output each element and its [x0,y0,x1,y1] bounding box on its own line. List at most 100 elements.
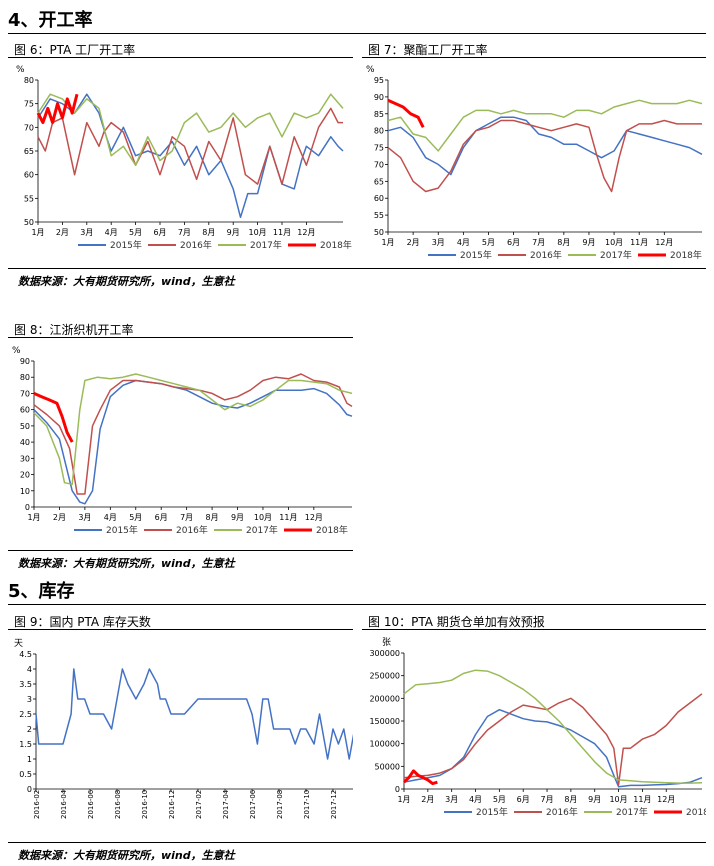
y-tick-label: 90 [20,357,30,366]
x-tick-label: 11月 [633,795,651,804]
y-unit-label: % [16,65,25,75]
divider [8,268,706,269]
divider [362,629,706,630]
legend-label-2017: 2017年 [246,524,278,536]
x-tick-label: 2月 [407,238,420,247]
y-tick-label: 250000 [369,672,400,681]
series-line-2017 [37,93,344,166]
y-tick-label: 55 [24,194,34,203]
y-tick-label: 0 [395,785,400,794]
y-tick-label: 60 [24,171,34,180]
x-tick-label: 4月 [104,513,117,522]
y-unit-label: 张 [382,637,391,648]
x-tick-label: 2016-12 [168,790,176,819]
x-tick-label: 6月 [507,238,520,247]
y-tick-label: 2 [27,725,32,734]
x-tick-label: 1月 [27,513,40,522]
y-tick-label: 75 [24,100,34,109]
y-tick-label: 50000 [375,762,400,771]
x-tick-label: 2016-08 [114,790,122,819]
source-note: 数据来源：大有期货研究所，wind，生意社 [18,557,235,570]
divider [8,57,353,58]
x-tick-label: 8月 [206,513,219,522]
x-tick-label: 12月 [655,238,673,247]
y-tick-label: 300000 [369,649,400,658]
x-tick-label: 12月 [657,795,675,804]
y-tick-label: 85 [374,110,384,119]
series-line-2018 [402,769,438,786]
y-tick-label: 1.5 [19,740,32,749]
x-tick-label: 2月 [421,795,434,804]
series-line-库存天数 [35,668,353,760]
series-line-2017 [33,373,353,486]
x-tick-label: 2017-12 [330,790,338,819]
x-tick-label: 2016-04 [60,789,68,819]
series-line-2018 [387,98,425,128]
series-line-2016 [403,693,703,786]
x-tick-label: 2月 [53,513,66,522]
legend-label-2016: 2016年 [530,249,562,261]
fig6-title: 图 6：PTA 工厂开工率 [14,43,136,57]
y-tick-label: 65 [374,177,384,186]
x-tick-label: 3月 [432,238,445,247]
y-tick-label: 80 [20,373,30,382]
y-tick-label: 55 [374,211,384,220]
y-tick-label: 4.5 [19,650,32,659]
legend-label-2018: 2018年 [316,524,348,536]
x-tick-label: 3月 [445,795,458,804]
x-tick-label: 8月 [564,795,577,804]
x-tick-label: 10月 [609,795,627,804]
x-tick-label: 2017-02 [195,790,203,819]
series-line-2016 [387,119,702,193]
y-tick-label: 80 [374,127,384,136]
legend-label-2018: 2018年 [320,239,352,251]
x-tick-label: 7月 [178,228,191,237]
x-tick-label: 2017-06 [249,789,257,819]
x-tick-label: 3月 [80,228,93,237]
x-tick-label: 6月 [517,795,530,804]
x-tick-label: 1月 [381,238,394,247]
y-tick-label: 150000 [369,717,400,726]
y-tick-label: 80 [24,76,34,85]
x-tick-label: 2017-04 [222,789,230,819]
y-tick-label: 3 [27,695,32,704]
x-tick-label: 2016-06 [87,789,95,819]
y-tick-label: 70 [24,123,34,132]
x-tick-label: 8月 [557,238,570,247]
legend-label-2018: 2018年 [670,249,702,261]
divider [8,337,353,338]
y-tick-label: 20 [20,471,30,480]
y-tick-label: 200000 [369,694,400,703]
series-line-2015 [33,379,353,505]
x-tick-label: 2017-10 [303,790,311,819]
series-line-2016 [33,373,353,495]
fig8-chart: % 0 10 20 30 40 50 60 70 80 90 1月 2月 3月 4月 5月 6月 7月 8月 9月 10… [12,346,353,536]
x-tick-label: 3月 [78,513,91,522]
legend-label-2018: 2018年 [686,806,706,818]
y-tick-label: 95 [374,76,384,85]
divider [362,57,706,58]
series-line-2018 [36,93,79,125]
legend-label-2017: 2017年 [600,249,632,261]
y-unit-label: % [12,346,21,356]
y-tick-label: 0.5 [19,770,32,779]
legend-label-2016: 2016年 [176,524,208,536]
x-tick-label: 4月 [457,238,470,247]
series-line-2017 [403,669,703,784]
series-line-2016 [37,107,343,185]
x-tick-label: 7月 [532,238,545,247]
source-note: 数据来源：大有期货研究所，wind，生意社 [18,849,235,862]
legend-label-2016: 2016年 [180,239,212,251]
y-tick-label: 30 [20,454,30,463]
y-tick-label: 65 [24,147,34,156]
x-tick-label: 5月 [129,513,142,522]
divider [8,629,353,630]
section-heading-utilization: 4、开工率 [8,10,93,31]
y-tick-label: 50 [24,218,34,227]
y-tick-label: 100000 [369,740,400,749]
x-tick-label: 7月 [540,795,553,804]
x-tick-label: 2016-02 [33,790,41,819]
y-tick-label: 75 [374,144,384,153]
series-line-2015 [403,708,703,788]
x-tick-label: 2017-08 [276,790,284,819]
